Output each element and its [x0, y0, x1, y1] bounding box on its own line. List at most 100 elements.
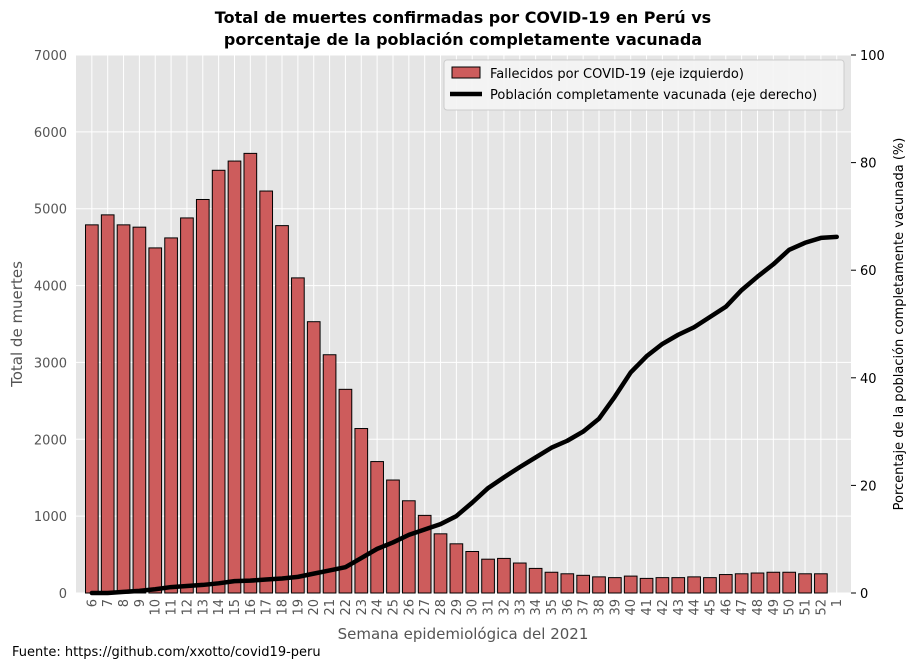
bar-week-13 — [195, 198, 210, 594]
x-tick-label: 17 — [260, 599, 275, 616]
bar-week-51 — [798, 573, 812, 594]
x-tick-label: 49 — [767, 599, 782, 616]
x-tick-label: 44 — [688, 599, 703, 616]
vaccination-line — [89, 234, 839, 596]
x-tick-label: 41 — [640, 599, 655, 616]
x-tick-label: 25 — [386, 599, 401, 616]
bar-week-27 — [417, 514, 432, 594]
bar-week-41 — [639, 577, 654, 594]
bar-week-22 — [338, 388, 353, 594]
bar-week-36 — [560, 573, 575, 594]
bar-week-29 — [449, 543, 464, 594]
y-right-tick-label: 0 — [860, 587, 868, 602]
x-tick-label: 1 — [830, 599, 845, 607]
bar-week-38 — [592, 576, 606, 594]
bar-week-28 — [433, 533, 448, 594]
legend: Fallecidos por COVID-19 (eje izquierdo) … — [443, 59, 845, 111]
bar-week-32 — [497, 557, 511, 594]
bar-week-25 — [386, 479, 400, 594]
x-tick-label: 30 — [466, 599, 481, 616]
bar-week-9 — [132, 226, 147, 594]
bar-week-18 — [275, 225, 289, 594]
x-tick-label: 26 — [402, 599, 417, 616]
bar-week-34 — [528, 567, 543, 594]
source-note: Fuente: https://github.com/xxotto/covid1… — [12, 645, 321, 660]
bar-week-16 — [243, 152, 258, 594]
legend-box — [443, 59, 845, 111]
x-tick-label: 20 — [307, 599, 322, 616]
x-tick-label: 8 — [117, 599, 132, 607]
x-tick-label: 40 — [624, 599, 639, 616]
bar-week-19 — [291, 277, 305, 594]
bar-week-10 — [148, 247, 163, 594]
bar-week-39 — [608, 577, 622, 594]
bar-week-43 — [671, 577, 686, 594]
bar-week-8 — [116, 224, 131, 594]
y-tick-label: 2000 — [34, 433, 67, 448]
x-tick-label: 45 — [703, 599, 718, 616]
bar-week-33 — [512, 562, 527, 594]
y-right-tick-label: 40 — [860, 372, 877, 387]
x-tick-label: 39 — [608, 599, 623, 616]
legend-bar-label: Fallecidos por COVID-19 (eje izquierdo) — [490, 67, 744, 82]
y-right-tick-label: 80 — [860, 157, 877, 172]
x-tick-label: 47 — [735, 599, 750, 616]
x-tick-label: 28 — [434, 599, 449, 616]
x-tick-label: 18 — [276, 599, 291, 616]
y-tick-label: 4000 — [34, 280, 67, 295]
y-axis-right-ticks: 0 20 40 60 80 100 — [851, 49, 885, 602]
x-axis-label: Semana epidemiológica del 2021 — [338, 625, 589, 643]
bar-week-31 — [481, 558, 495, 594]
x-tick-label: 15 — [228, 599, 243, 616]
bar-week-47 — [734, 573, 749, 594]
x-tick-label: 24 — [371, 599, 386, 616]
x-tick-label: 27 — [418, 599, 433, 616]
bar-week-37 — [576, 574, 590, 594]
x-tick-label: 52 — [814, 599, 829, 616]
x-tick-label: 42 — [656, 599, 671, 616]
bar-week-23 — [354, 428, 369, 594]
x-tick-label: 21 — [323, 599, 338, 616]
bar-week-35 — [544, 571, 559, 594]
x-tick-label: 9 — [133, 599, 148, 607]
x-tick-label: 7 — [101, 599, 116, 607]
y-tick-label: 7000 — [34, 49, 67, 64]
x-tick-label: 46 — [719, 599, 734, 616]
x-tick-label: 10 — [149, 599, 164, 616]
x-tick-label: 31 — [482, 599, 497, 616]
legend-bar-swatch — [451, 66, 481, 79]
x-tick-label: 37 — [577, 599, 592, 616]
x-tick-label: 23 — [355, 599, 370, 616]
bar-week-44 — [687, 576, 701, 594]
x-tick-label: 11 — [165, 599, 180, 616]
x-tick-label: 6 — [85, 599, 100, 607]
chart-title-line1: Total de muertes confirmadas por COVID-1… — [215, 8, 711, 27]
bar-week-15 — [227, 160, 242, 594]
x-tick-label: 36 — [561, 599, 576, 616]
bar-week-24 — [370, 461, 384, 594]
x-tick-label: 33 — [513, 599, 528, 616]
bar-week-45 — [703, 577, 717, 594]
bar-series — [85, 152, 828, 594]
bar-week-48 — [750, 572, 765, 594]
x-tick-label: 32 — [497, 599, 512, 616]
bar-week-17 — [259, 190, 274, 594]
x-tick-label: 13 — [196, 599, 211, 616]
x-tick-label: 35 — [545, 599, 560, 616]
bar-week-6 — [85, 224, 99, 594]
y-right-tick-label: 60 — [860, 264, 877, 279]
y-tick-label: 5000 — [34, 203, 67, 218]
x-axis-ticks: 6 7 8 9 10 11 12 13 14 15 16 17 18 19 20 21 22 23 24 25 26 27… — [85, 599, 845, 616]
bar-week-20 — [306, 321, 321, 594]
bar-week-11 — [164, 237, 178, 594]
x-tick-label: 29 — [450, 599, 465, 616]
bar-week-12 — [180, 217, 194, 594]
bar-week-46 — [718, 574, 733, 594]
x-tick-label: 48 — [751, 599, 766, 616]
bar-week-52 — [814, 573, 828, 594]
y-tick-label: 0 — [59, 587, 67, 602]
bar-week-49 — [766, 571, 781, 594]
bar-week-30 — [465, 550, 480, 594]
legend-line-label: Población completamente vacunada (eje de… — [490, 88, 817, 103]
